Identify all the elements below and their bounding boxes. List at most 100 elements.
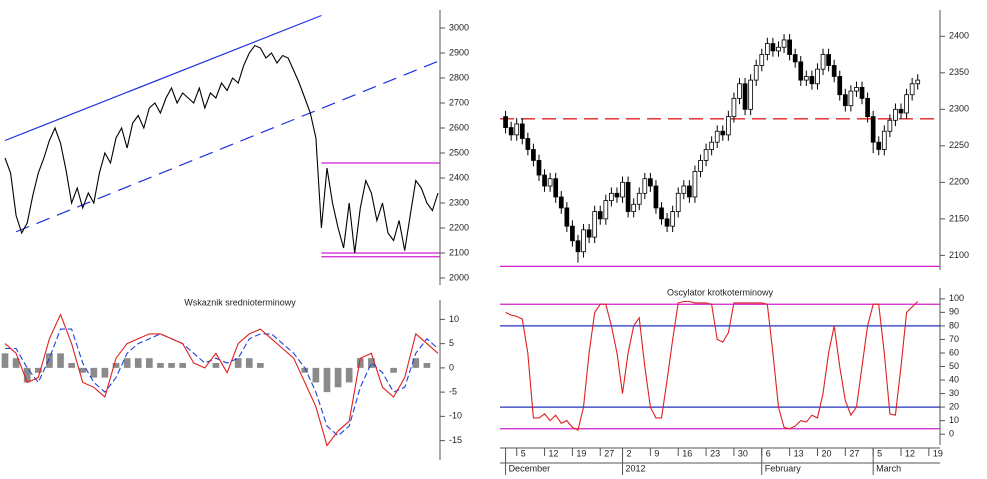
- y-tick-label: 5: [449, 338, 454, 348]
- histogram-bar: [168, 363, 175, 368]
- candle-body: [659, 207, 664, 220]
- candle-body: [870, 116, 876, 143]
- candle-body: [776, 46, 781, 52]
- y-tick-label: -10: [449, 411, 462, 421]
- candle-body: [675, 192, 681, 212]
- y-tick-label: 10: [449, 314, 459, 324]
- histogram-bar: [390, 367, 397, 373]
- candle-body: [820, 54, 826, 70]
- x-tick-label: 23: [710, 448, 720, 458]
- histogram-bar: [179, 363, 186, 368]
- chart-title: Wskaznik srednioterminowy: [184, 297, 296, 307]
- candle-body: [909, 83, 915, 96]
- month-label: 2012: [626, 463, 646, 473]
- y-tick-label: 70: [949, 334, 959, 344]
- candle-body: [508, 127, 514, 136]
- candle-body: [542, 174, 547, 187]
- histogram-bar: [345, 367, 353, 383]
- histogram-bar: [245, 358, 253, 368]
- candle-body: [753, 65, 759, 81]
- candle-body: [859, 87, 865, 99]
- histogram-bar: [312, 367, 320, 383]
- histogram-bar: [1, 353, 9, 368]
- histogram-bar: [79, 367, 87, 373]
- candle-body: [837, 76, 843, 96]
- x-tick-label: 2: [627, 448, 632, 458]
- x-tick-label: 13: [794, 448, 804, 458]
- candle-body: [581, 229, 586, 253]
- histogram-bar: [323, 367, 331, 393]
- y-tick-label: 2200: [949, 177, 969, 187]
- candle-body: [564, 207, 570, 227]
- y-tick-label: 90: [949, 307, 959, 317]
- candle-body: [887, 119, 893, 132]
- y-tick-label: 60: [949, 347, 959, 357]
- candle-body: [514, 123, 520, 136]
- x-tick-label: 19: [576, 448, 586, 458]
- y-tick-label: 2700: [449, 97, 469, 107]
- candle-body: [764, 43, 770, 55]
- candle-body: [809, 76, 815, 85]
- candle-body: [831, 65, 837, 77]
- histogram-bar: [23, 367, 31, 383]
- candle-body: [625, 181, 631, 212]
- candle-body: [609, 192, 614, 202]
- trend-line: [15, 59, 441, 233]
- histogram-bar: [112, 363, 120, 368]
- x-tick-label: 5: [521, 448, 526, 458]
- y-tick-label: 2250: [949, 140, 969, 150]
- candle-body: [653, 185, 659, 209]
- y-tick-label: 0: [949, 429, 954, 439]
- candle-body: [770, 43, 776, 52]
- y-tick-label: 100: [949, 293, 964, 303]
- histogram-bar: [334, 367, 342, 388]
- x-tick-label: 19: [933, 448, 943, 458]
- candle-body: [592, 211, 598, 238]
- oscillator-line: [505, 300, 919, 431]
- candle-body: [748, 79, 753, 110]
- candle-body: [687, 185, 692, 198]
- histogram-bar: [68, 363, 75, 368]
- y-tick-label: 2350: [949, 67, 969, 77]
- candle-body: [781, 39, 787, 48]
- x-tick-label: 6: [766, 448, 771, 458]
- x-tick-label: 20: [821, 448, 831, 458]
- candle-body: [803, 76, 809, 81]
- y-tick-label: 2400: [949, 31, 969, 41]
- x-tick-label: 9: [654, 448, 659, 458]
- candle-body: [720, 130, 726, 136]
- y-tick-label: -5: [449, 386, 457, 396]
- y-tick-label: 2400: [449, 172, 469, 182]
- x-tick-label: 16: [682, 448, 692, 458]
- candle-body: [692, 171, 698, 198]
- candle-body: [503, 116, 508, 128]
- y-tick-label: 50: [949, 361, 959, 371]
- candle-body: [709, 141, 714, 150]
- y-tick-label: 10: [949, 415, 959, 425]
- candle-body: [648, 178, 653, 187]
- x-tick-label: 12: [549, 448, 559, 458]
- chart-title: Oscylator krotkoterminowy: [667, 287, 774, 297]
- x-tick-label: 5: [877, 448, 882, 458]
- y-tick-label: 2100: [949, 250, 969, 260]
- histogram-bar: [212, 363, 220, 368]
- candle-body: [865, 97, 870, 118]
- candle-body: [670, 211, 676, 227]
- candle-body: [558, 196, 564, 209]
- y-tick-label: -15: [449, 435, 462, 445]
- y-tick-label: 2300: [449, 197, 469, 207]
- y-tick-label: 2100: [449, 247, 469, 257]
- candle-body: [664, 218, 670, 227]
- histogram-bar: [101, 367, 109, 378]
- candle-body: [714, 130, 720, 143]
- candle-body: [597, 211, 603, 220]
- histogram-bar: [146, 358, 153, 368]
- candle-body: [915, 79, 921, 85]
- candle-body: [531, 149, 536, 161]
- x-tick-label: 27: [849, 448, 859, 458]
- x-tick-label: 12: [905, 448, 915, 458]
- y-tick-label: 0: [449, 362, 454, 372]
- histogram-bar: [34, 367, 42, 373]
- candle-body: [698, 160, 703, 172]
